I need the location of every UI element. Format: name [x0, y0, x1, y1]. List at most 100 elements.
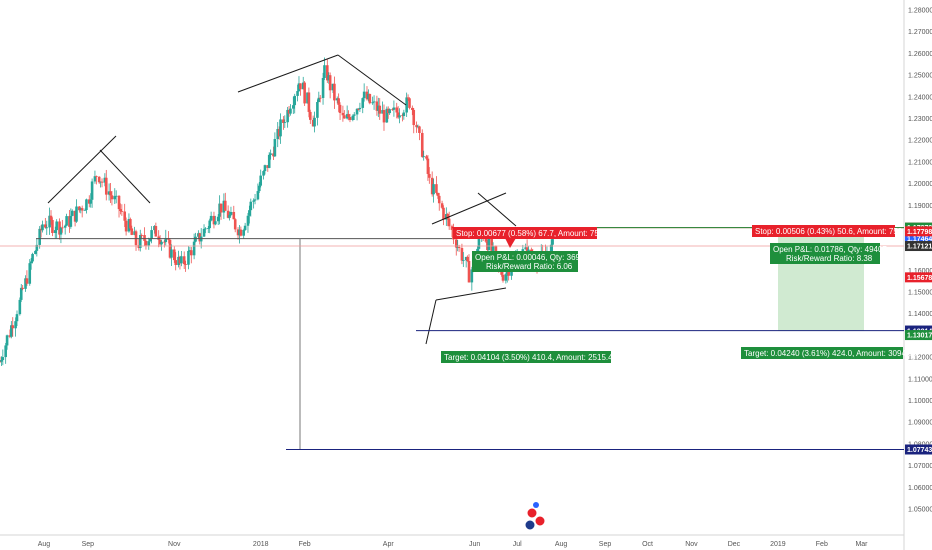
- economic-event-markers[interactable]: [524, 502, 546, 531]
- price-tag-bg: [905, 233, 932, 244]
- candle-body: [287, 109, 291, 114]
- price-tick-label: 1.15000: [908, 290, 932, 297]
- candle-body: [150, 230, 153, 239]
- left-shoulder-line-2: [99, 149, 151, 204]
- candle-body: [95, 176, 98, 178]
- event-marker-icon: [534, 515, 546, 527]
- candle-body: [188, 250, 192, 252]
- position-2-target-label: Target: 0.04240 (3.61%) 424.0, Amount: 3…: [744, 349, 918, 358]
- candle-body: [333, 83, 336, 101]
- candle-body: [292, 105, 295, 109]
- candle-body: [100, 181, 104, 183]
- candle-body: [70, 210, 74, 216]
- candle-body: [114, 195, 118, 197]
- candle-body: [172, 249, 176, 261]
- price-tag-bg: [905, 272, 932, 283]
- candle-body: [491, 246, 495, 251]
- candle-body: [435, 184, 438, 193]
- candle-body: [226, 210, 230, 218]
- candle-body: [425, 156, 428, 159]
- candle-body: [170, 249, 173, 258]
- candle-body: [242, 229, 246, 236]
- candle-body: [415, 125, 418, 128]
- candle-body: [457, 247, 461, 249]
- candle-body: [239, 229, 243, 236]
- time-tick-label: Sep: [82, 541, 95, 548]
- candle-body: [411, 107, 414, 110]
- right-shoulder-line-1: [431, 192, 507, 225]
- price-tick-label: 1.19000: [908, 203, 932, 210]
- candle-body: [437, 195, 441, 204]
- candle-body: [147, 241, 151, 246]
- price-tick-label: 1.12000: [908, 355, 932, 362]
- price-tick-label: 1.21000: [908, 159, 932, 166]
- time-axis[interactable]: Aug Sep Nov 2018 Feb Apr Jun Jul Aug Sep Oct Nov Dec…: [38, 541, 868, 548]
- candle-body: [228, 214, 231, 218]
- candle-body: [10, 325, 13, 337]
- candle-body: [21, 287, 24, 289]
- time-tick-label: Aug: [38, 541, 51, 548]
- candle-body: [430, 177, 434, 195]
- candle-body: [163, 241, 166, 243]
- candle-body: [87, 199, 91, 204]
- price-tick-label: 1.14000: [908, 311, 932, 318]
- candle-body: [395, 107, 399, 113]
- time-tick-label: 2019: [770, 541, 786, 548]
- candle-body: [243, 225, 247, 230]
- candle-body: [396, 112, 400, 118]
- candle-body: [447, 218, 451, 227]
- candle-body: [464, 256, 468, 261]
- candle-body: [381, 110, 384, 114]
- price-tag-label: 1.07743: [907, 447, 932, 454]
- position-2-stop-label: Stop: 0.00506 (0.43%) 50.6, Amount: 750: [755, 227, 903, 236]
- candle-body: [375, 101, 379, 111]
- time-tick-label: Sep: [599, 541, 612, 548]
- candle-body: [286, 109, 289, 123]
- candle-body: [422, 156, 425, 158]
- position-2-pnl-label-bg: [770, 243, 880, 264]
- candle-body: [5, 335, 9, 346]
- candle-body: [416, 126, 420, 128]
- position-2-tool[interactable]: Stop: 0.00506 (0.43%) 50.6, Amount: 750 …: [741, 225, 918, 359]
- candle-body: [331, 83, 335, 91]
- candle-body: [68, 216, 71, 227]
- candle-body: [318, 97, 322, 99]
- position-1-tool[interactable]: Stop: 0.00677 (0.58%) 67.7, Amount: 750 …: [441, 227, 618, 363]
- candle-body: [148, 238, 152, 242]
- right-shoulder-line-2: [477, 192, 517, 227]
- candle-body: [69, 215, 73, 227]
- candle-body: [442, 207, 445, 220]
- candle-body: [109, 191, 112, 196]
- candle-body: [124, 220, 128, 232]
- candle-body: [236, 229, 240, 236]
- candle-body: [55, 221, 58, 231]
- candle-body: [73, 210, 77, 222]
- candle-body: [276, 128, 280, 140]
- candle-body: [182, 256, 186, 265]
- candle-body: [273, 139, 277, 157]
- price-tags: 1.179681.174641.171211.132241.077431.179…: [905, 222, 932, 455]
- candle-body: [214, 221, 217, 225]
- candle-body: [1, 357, 5, 361]
- candle-body: [436, 192, 440, 196]
- price-tick-label: 1.28000: [908, 8, 932, 15]
- candle-body: [189, 250, 193, 256]
- candle-body: [293, 95, 297, 106]
- candle-body: [89, 199, 92, 204]
- candle-body: [153, 226, 156, 231]
- candle-body: [110, 195, 114, 200]
- candle-body: [80, 208, 84, 211]
- candle-body: [289, 108, 292, 114]
- price-tick-label: 1.25000: [908, 73, 932, 80]
- price-tag-label: 1.13017: [907, 333, 932, 340]
- candle-body: [41, 224, 44, 231]
- candle-body: [272, 153, 275, 157]
- candle-body: [238, 229, 241, 236]
- candle-body: [358, 107, 362, 110]
- candle-body: [198, 233, 202, 242]
- candle-body: [229, 211, 233, 215]
- price-tag-label: 1.15678: [907, 275, 932, 282]
- candle-body: [377, 105, 380, 111]
- candle-body: [39, 228, 43, 231]
